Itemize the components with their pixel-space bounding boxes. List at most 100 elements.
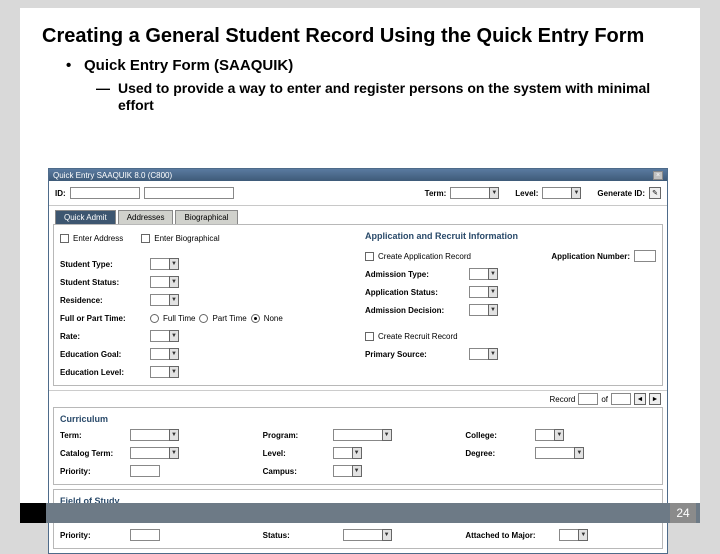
curr-level-dropdown[interactable]: ▼ bbox=[333, 447, 362, 459]
term-label: Term: bbox=[425, 189, 447, 198]
student-type-label: Student Type: bbox=[60, 260, 146, 269]
chevron-down-icon: ▼ bbox=[169, 258, 179, 270]
student-status-dropdown[interactable]: ▼ bbox=[150, 276, 179, 288]
primary-source-dropdown[interactable]: ▼ bbox=[469, 348, 498, 360]
quick-admit-panel: Enter Address Enter Biographical Student… bbox=[53, 224, 663, 386]
create-recruit-checkbox[interactable] bbox=[365, 332, 374, 341]
slide-title: Creating a General Student Record Using … bbox=[20, 8, 700, 52]
close-icon[interactable]: × bbox=[653, 171, 663, 180]
level-label: Level: bbox=[515, 189, 538, 198]
application-status-label: Application Status: bbox=[365, 288, 465, 297]
generate-id-label: Generate ID: bbox=[597, 189, 645, 198]
slide-footer-accent bbox=[20, 503, 46, 523]
record-prev-button[interactable]: ◄ bbox=[634, 393, 646, 405]
chevron-down-icon: ▼ bbox=[488, 268, 498, 280]
tab-biographical[interactable]: Biographical bbox=[175, 210, 237, 224]
education-goal-label: Education Goal: bbox=[60, 350, 146, 359]
rate-dropdown[interactable]: ▼ bbox=[150, 330, 179, 342]
generate-id-button[interactable]: ✎ bbox=[649, 187, 661, 199]
record-total-input bbox=[611, 393, 631, 405]
residence-dropdown[interactable]: ▼ bbox=[150, 294, 179, 306]
term-dropdown[interactable]: ▼ bbox=[450, 187, 499, 199]
fos-attached-dropdown[interactable]: ▼ bbox=[559, 529, 588, 541]
fos-attached-label: Attached to Major: bbox=[465, 531, 555, 540]
app-recruit-title: Application and Recruit Information bbox=[365, 231, 656, 241]
fos-priority-label: Priority: bbox=[60, 531, 126, 540]
admission-type-dropdown[interactable]: ▼ bbox=[469, 268, 498, 280]
chevron-down-icon: ▼ bbox=[169, 447, 179, 459]
part-time-label: Part Time bbox=[212, 314, 246, 323]
chevron-down-icon: ▼ bbox=[169, 330, 179, 342]
chevron-down-icon: ▼ bbox=[382, 529, 392, 541]
admission-decision-dropdown[interactable]: ▼ bbox=[469, 304, 498, 316]
enter-biographical-checkbox[interactable] bbox=[141, 234, 150, 243]
level-dropdown[interactable]: ▼ bbox=[542, 187, 581, 199]
residence-label: Residence: bbox=[60, 296, 146, 305]
application-status-dropdown[interactable]: ▼ bbox=[469, 286, 498, 298]
chevron-down-icon: ▼ bbox=[489, 187, 499, 199]
fos-priority-input[interactable] bbox=[130, 529, 160, 541]
curr-campus-dropdown[interactable]: ▼ bbox=[333, 465, 362, 477]
chevron-down-icon: ▼ bbox=[169, 429, 179, 441]
fpt-label: Full or Part Time: bbox=[60, 314, 146, 323]
chevron-down-icon: ▼ bbox=[574, 447, 584, 459]
chevron-down-icon: ▼ bbox=[554, 429, 564, 441]
chevron-down-icon: ▼ bbox=[169, 294, 179, 306]
slide: Creating a General Student Record Using … bbox=[20, 8, 700, 523]
admission-decision-label: Admission Decision: bbox=[365, 306, 465, 315]
student-status-label: Student Status: bbox=[60, 278, 146, 287]
id-input[interactable] bbox=[70, 187, 140, 199]
chevron-down-icon: ▼ bbox=[578, 529, 588, 541]
curr-catalog-label: Catalog Term: bbox=[60, 449, 126, 458]
record-current-input[interactable] bbox=[578, 393, 598, 405]
right-column: Application and Recruit Information Crea… bbox=[365, 231, 656, 379]
create-app-checkbox[interactable] bbox=[365, 252, 374, 261]
bullet-list: Quick Entry Form (SAAQUIK) Used to provi… bbox=[20, 52, 700, 115]
create-app-label: Create Application Record bbox=[378, 252, 471, 261]
fos-status-dropdown[interactable]: ▼ bbox=[343, 529, 392, 541]
enter-address-checkbox[interactable] bbox=[60, 234, 69, 243]
id-name-input[interactable] bbox=[144, 187, 234, 199]
enter-biographical-label: Enter Biographical bbox=[154, 234, 219, 243]
record-of-label: of bbox=[601, 395, 608, 404]
part-time-radio[interactable] bbox=[199, 314, 208, 323]
enter-address-label: Enter Address bbox=[73, 234, 123, 243]
none-radio[interactable] bbox=[251, 314, 260, 323]
chevron-down-icon: ▼ bbox=[488, 348, 498, 360]
primary-source-label: Primary Source: bbox=[365, 350, 465, 359]
curr-priority-input[interactable] bbox=[130, 465, 160, 477]
education-level-dropdown[interactable]: ▼ bbox=[150, 366, 179, 378]
curriculum-title: Curriculum bbox=[60, 414, 656, 424]
full-time-label: Full Time bbox=[163, 314, 195, 323]
admission-type-label: Admission Type: bbox=[365, 270, 465, 279]
slide-page-number: 24 bbox=[670, 503, 696, 523]
curr-catalog-dropdown[interactable]: ▼ bbox=[130, 447, 179, 459]
curr-degree-dropdown[interactable]: ▼ bbox=[535, 447, 584, 459]
curr-degree-label: Degree: bbox=[465, 449, 531, 458]
full-time-radio[interactable] bbox=[150, 314, 159, 323]
curr-program-dropdown[interactable]: ▼ bbox=[333, 429, 392, 441]
chevron-down-icon: ▼ bbox=[488, 286, 498, 298]
curr-priority-label: Priority: bbox=[60, 467, 126, 476]
curr-college-dropdown[interactable]: ▼ bbox=[535, 429, 564, 441]
record-nav: Record of ◄ ► bbox=[49, 390, 667, 407]
slide-footer-bar bbox=[20, 503, 700, 523]
key-block: ID: Term: ▼ Level: ▼ Generate ID: ✎ bbox=[49, 181, 667, 206]
curr-term-label: Term: bbox=[60, 431, 126, 440]
app-number-input[interactable] bbox=[634, 250, 656, 262]
record-next-button[interactable]: ► bbox=[649, 393, 661, 405]
app-number-label: Application Number: bbox=[551, 252, 630, 261]
curr-term-dropdown[interactable]: ▼ bbox=[130, 429, 179, 441]
tab-addresses[interactable]: Addresses bbox=[118, 210, 174, 224]
chevron-down-icon: ▼ bbox=[571, 187, 581, 199]
education-goal-dropdown[interactable]: ▼ bbox=[150, 348, 179, 360]
tab-bar: Quick Admit Addresses Biographical bbox=[49, 206, 667, 224]
chevron-down-icon: ▼ bbox=[169, 276, 179, 288]
id-label: ID: bbox=[55, 189, 66, 198]
curr-campus-label: Campus: bbox=[263, 467, 329, 476]
student-type-dropdown[interactable]: ▼ bbox=[150, 258, 179, 270]
education-level-label: Education Level: bbox=[60, 368, 146, 377]
none-label: None bbox=[264, 314, 283, 323]
left-column: Enter Address Enter Biographical Student… bbox=[60, 231, 351, 379]
tab-quick-admit[interactable]: Quick Admit bbox=[55, 210, 116, 224]
